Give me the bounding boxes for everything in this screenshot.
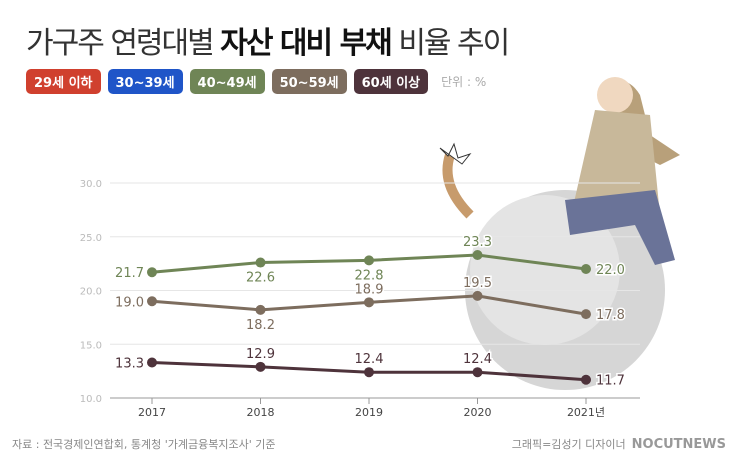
- x-tick-label: 2017: [138, 406, 166, 419]
- data-label: 17.8: [596, 308, 625, 323]
- legend: 29세 이하 30~39세 40~49세 50~59세 60세 이상 단위 : …: [26, 69, 486, 94]
- data-point: [581, 374, 591, 385]
- data-point: [255, 304, 266, 315]
- data-point: [147, 267, 157, 278]
- logo: NOCUTNEWS: [631, 437, 726, 452]
- data-point: [255, 361, 266, 372]
- legend-40s: 40~49세: [189, 69, 265, 94]
- legend-50s: 50~59세: [271, 69, 347, 94]
- data-label: 22.0: [596, 263, 625, 278]
- data-point: [472, 367, 483, 378]
- data-point: [472, 290, 483, 301]
- data-label: 19.5: [463, 276, 492, 291]
- data-point: [581, 309, 591, 320]
- bomb-illustration: [439, 77, 680, 390]
- data-label: 22.6: [246, 271, 275, 286]
- data-point: [364, 255, 374, 266]
- data-label: 22.8: [355, 268, 384, 283]
- data-label: 18.2: [246, 318, 275, 333]
- y-tick-label: 20.0: [80, 287, 102, 298]
- x-tick-label: 2018: [247, 406, 275, 419]
- data-point: [364, 297, 374, 308]
- data-label: 23.3: [463, 235, 492, 250]
- data-label: 12.9: [246, 347, 275, 362]
- x-tick-label: 2019: [355, 406, 383, 419]
- x-tick-label: 2020: [464, 406, 492, 419]
- data-label: 19.0: [115, 295, 144, 310]
- y-tick-label: 25.0: [80, 233, 102, 244]
- credit: 그래픽=김성기 디자이너 NOCUTNEWS: [511, 437, 726, 452]
- y-tick-label: 10.0: [80, 394, 102, 405]
- data-label: 12.4: [355, 352, 384, 367]
- legend-29: 29세 이하: [26, 69, 101, 94]
- data-point: [364, 367, 374, 378]
- data-label: 13.3: [115, 357, 144, 372]
- y-tick-label: 30.0: [80, 179, 102, 190]
- data-label: 11.7: [596, 374, 625, 389]
- source-note: 자료 : 전국경제인연합회, 통계청 '가계금융복지조사' 기준: [12, 438, 276, 451]
- data-point: [147, 296, 157, 307]
- y-tick-label: 15.0: [80, 340, 102, 351]
- legend-60plus: 60세 이상: [353, 69, 429, 94]
- unit-label: 단위 : %: [441, 75, 487, 89]
- data-label: 18.9: [355, 282, 384, 297]
- x-tick-label: 2021년: [567, 406, 605, 419]
- data-point: [581, 264, 591, 274]
- data-point: [147, 357, 157, 368]
- data-label: 21.7: [115, 266, 144, 281]
- legend-30s: 30~39세: [107, 69, 183, 94]
- data-point: [255, 257, 266, 268]
- data-label: 12.4: [463, 352, 492, 367]
- page-title: 가구주 연령대별 자산 대비 부채 비율 추이: [26, 26, 510, 61]
- data-point: [472, 250, 483, 261]
